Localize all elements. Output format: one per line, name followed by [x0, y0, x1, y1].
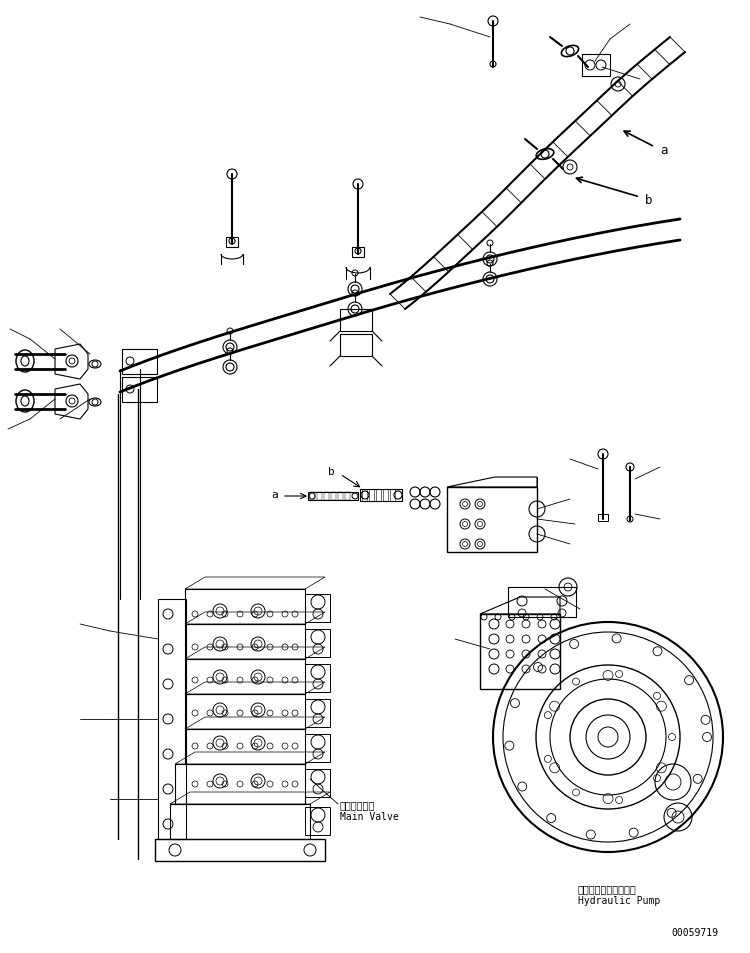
- Text: メインポンプ: メインポンプ: [340, 800, 375, 809]
- Bar: [340, 310, 372, 332]
- Bar: [122, 377, 157, 402]
- Bar: [170, 804, 310, 840]
- Bar: [185, 695, 305, 729]
- Bar: [185, 729, 305, 764]
- Bar: [305, 700, 330, 727]
- Bar: [155, 840, 325, 862]
- Bar: [305, 769, 330, 797]
- Text: ハイドロリックポンプ: ハイドロリックポンプ: [578, 883, 637, 893]
- Bar: [175, 764, 305, 804]
- Bar: [310, 493, 315, 500]
- Bar: [305, 595, 330, 622]
- Bar: [226, 237, 238, 248]
- Bar: [331, 493, 336, 500]
- Bar: [122, 350, 157, 375]
- Bar: [480, 615, 560, 689]
- Bar: [158, 599, 186, 840]
- Bar: [376, 490, 381, 501]
- Bar: [305, 734, 330, 762]
- Bar: [317, 493, 322, 500]
- Bar: [324, 493, 329, 500]
- Bar: [447, 488, 537, 553]
- Bar: [383, 490, 388, 501]
- Text: b: b: [328, 467, 335, 476]
- Bar: [308, 493, 358, 500]
- Bar: [345, 493, 350, 500]
- Bar: [305, 629, 330, 658]
- Bar: [338, 493, 343, 500]
- Text: Hydraulic Pump: Hydraulic Pump: [578, 895, 660, 905]
- Bar: [305, 807, 330, 835]
- Text: a: a: [660, 143, 668, 156]
- Bar: [305, 664, 330, 692]
- Text: 00059719: 00059719: [671, 927, 718, 937]
- Bar: [390, 490, 395, 501]
- Bar: [340, 335, 372, 356]
- Bar: [185, 589, 305, 624]
- Bar: [185, 659, 305, 695]
- Bar: [185, 624, 305, 659]
- Bar: [369, 490, 374, 501]
- Bar: [362, 490, 367, 501]
- Bar: [360, 490, 402, 501]
- Text: a: a: [272, 490, 278, 499]
- Bar: [598, 515, 608, 521]
- Bar: [582, 55, 610, 77]
- Text: b: b: [645, 193, 652, 206]
- Text: Main Valve: Main Valve: [340, 811, 399, 821]
- Bar: [508, 587, 576, 618]
- Bar: [352, 248, 364, 257]
